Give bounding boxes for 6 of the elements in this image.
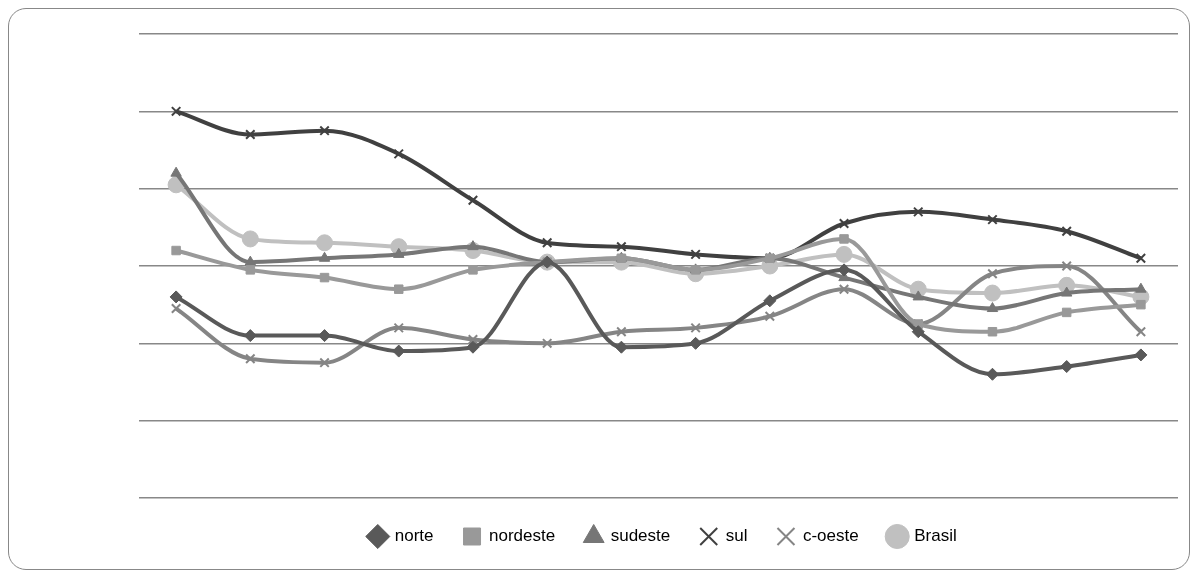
legend-label: sul: [725, 526, 748, 546]
legend-label: nordeste: [489, 526, 556, 546]
legend-label: Brasil: [914, 526, 957, 546]
legend-label: c-oeste: [802, 526, 859, 546]
legend-label: norte: [394, 526, 434, 546]
legend-label: sudeste: [610, 526, 671, 546]
